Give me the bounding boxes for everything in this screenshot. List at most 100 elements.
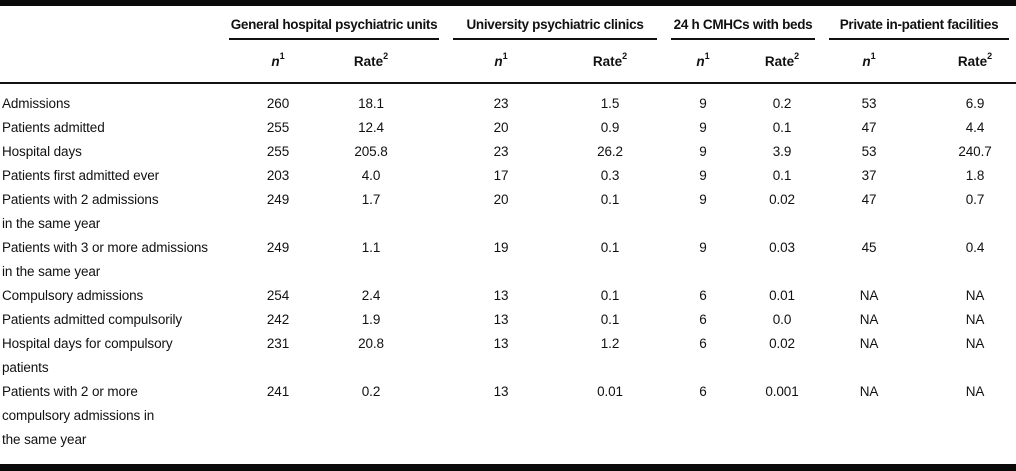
table-row: Patients with 2 or more compulsory admis… xyxy=(0,380,1016,452)
cell-value: 249 xyxy=(266,192,290,207)
column-subheader-row: n1 Rate2 n1 Rate2 n1 Rate2 n1 Rate2 xyxy=(0,40,1016,84)
footnote-marker: 1 xyxy=(279,51,285,61)
cell-value: 2.4 xyxy=(361,288,381,303)
cell-value: 13 xyxy=(493,336,509,351)
cell-value: 9 xyxy=(699,120,707,135)
column-header-label: Rate xyxy=(353,53,384,69)
cell-value: 6 xyxy=(699,336,707,351)
column-header-label: n xyxy=(696,53,705,69)
column-header-label: Rate xyxy=(592,53,623,69)
cell-value: 0.9 xyxy=(600,120,620,135)
cell-value: 17 xyxy=(493,168,509,183)
column-header-n: n1 xyxy=(822,40,916,84)
cell-value: 0.4 xyxy=(965,240,985,255)
table-row: Patients admitted 255 12.4 20 0.9 9 0.1 47 4.4 xyxy=(0,116,1016,140)
cell-value: 0.1 xyxy=(600,240,620,255)
column-group-title: Private in-patient facilities xyxy=(829,6,1010,40)
cell-value: NA xyxy=(965,312,985,327)
cell-value: 0.2 xyxy=(361,384,381,399)
cell-value: 0.3 xyxy=(600,168,620,183)
table-row: Patients with 2 admissions in the same y… xyxy=(0,188,1016,236)
cell-value: 254 xyxy=(266,288,290,303)
row-label: Admissions xyxy=(2,96,71,111)
cell-value: 4.4 xyxy=(965,120,985,135)
row-label: Patients admitted xyxy=(2,120,105,135)
cell-value: 1.5 xyxy=(600,96,620,111)
cell-value: 53 xyxy=(861,96,877,111)
cell-value: 0.1 xyxy=(600,312,620,327)
cell-value: 23 xyxy=(493,144,509,159)
column-group-title: 24 h CMHCs with beds xyxy=(671,6,815,40)
cell-value: NA xyxy=(965,336,985,351)
cell-value: 6 xyxy=(699,288,707,303)
column-header-rate: Rate2 xyxy=(556,40,664,84)
cell-value: 242 xyxy=(266,312,290,327)
cell-value: 255 xyxy=(266,144,290,159)
cell-value: 19 xyxy=(493,240,509,255)
cell-value: NA xyxy=(965,288,985,303)
cell-value: 0.1 xyxy=(600,192,620,207)
cell-value: 205.8 xyxy=(354,144,388,159)
cell-value: 1.1 xyxy=(361,240,381,255)
footnote-marker: 2 xyxy=(794,51,800,61)
cell-value: 231 xyxy=(266,336,290,351)
column-group-row: General hospital psychiatric units Unive… xyxy=(0,6,1016,40)
cell-value: 0.001 xyxy=(765,384,799,399)
footnote-marker: 1 xyxy=(870,51,876,61)
cell-value: 0.1 xyxy=(772,168,792,183)
cell-value: 0.03 xyxy=(769,240,795,255)
stub-cell xyxy=(0,40,222,84)
column-header-label: n xyxy=(494,53,503,69)
column-group-title: General hospital psychiatric units xyxy=(229,6,439,40)
cell-value: 1.8 xyxy=(965,168,985,183)
table-row: Hospital days 255 205.8 23 26.2 9 3.9 53 240.7 xyxy=(0,140,1016,164)
column-group-university-clinics: University psychiatric clinics xyxy=(446,6,664,40)
cell-value: 3.9 xyxy=(772,144,792,159)
row-label: Patients with 3 or more admissions in th… xyxy=(2,240,208,279)
table-row: Patients with 3 or more admissions in th… xyxy=(0,236,1016,284)
cell-value: 13 xyxy=(493,288,509,303)
cell-value: 0.1 xyxy=(600,288,620,303)
table-row: Patients first admitted ever 203 4.0 17 0.3 9… xyxy=(0,164,1016,188)
cell-value: 4.0 xyxy=(361,168,381,183)
cell-value: 20 xyxy=(493,120,509,135)
footnote-marker: 2 xyxy=(383,51,389,61)
cell-value: 0.1 xyxy=(772,120,792,135)
footnote-marker: 1 xyxy=(502,51,508,61)
column-header-n: n1 xyxy=(664,40,742,84)
table-header: General hospital psychiatric units Unive… xyxy=(0,6,1016,84)
column-group-private-facilities: Private in-patient facilities xyxy=(822,6,1016,40)
cell-value: 9 xyxy=(699,168,707,183)
cell-value: NA xyxy=(859,384,879,399)
cell-value: 249 xyxy=(266,240,290,255)
column-header-label: Rate xyxy=(764,53,795,69)
cell-value: 255 xyxy=(266,120,290,135)
cell-value: 6.9 xyxy=(965,96,985,111)
table-row: Hospital days for compulsory patients 231… xyxy=(0,332,1016,380)
cell-value: 0.01 xyxy=(597,384,623,399)
cell-value: 47 xyxy=(861,120,877,135)
column-group-cmhcs: 24 h CMHCs with beds xyxy=(664,6,822,40)
cell-value: 47 xyxy=(861,192,877,207)
cell-value: 0.7 xyxy=(965,192,985,207)
column-group-title: University psychiatric clinics xyxy=(453,6,657,40)
column-header-rate: Rate2 xyxy=(916,40,1016,84)
stub-cell xyxy=(0,6,222,40)
column-header-n: n1 xyxy=(446,40,556,84)
row-label: Patients with 2 or more compulsory admis… xyxy=(2,384,155,447)
cell-value: 37 xyxy=(861,168,877,183)
cell-value: 1.7 xyxy=(361,192,381,207)
row-label: Patients first admitted ever xyxy=(2,168,160,183)
row-label: Patients with 2 admissions in the same y… xyxy=(2,192,159,231)
cell-value: 1.2 xyxy=(600,336,620,351)
cell-value: NA xyxy=(859,288,879,303)
column-group-general-hospital: General hospital psychiatric units xyxy=(222,6,446,40)
column-header-rate: Rate2 xyxy=(742,40,822,84)
cell-value: 53 xyxy=(861,144,877,159)
cell-value: NA xyxy=(965,384,985,399)
cell-value: 0.2 xyxy=(772,96,792,111)
cell-value: 6 xyxy=(699,384,707,399)
cell-value: 241 xyxy=(266,384,290,399)
cell-value: 13 xyxy=(493,312,509,327)
